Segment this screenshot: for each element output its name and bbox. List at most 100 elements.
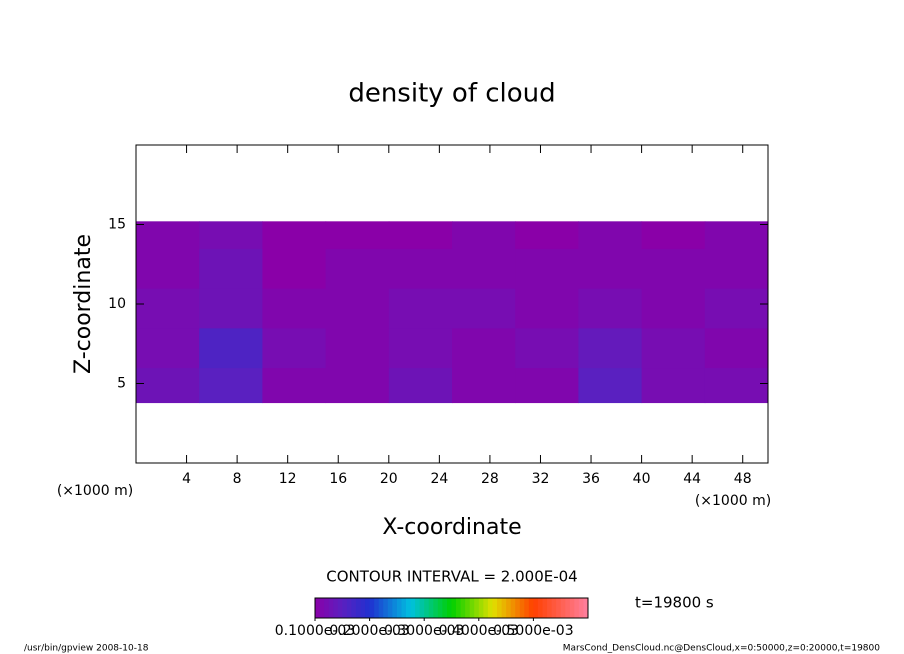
colorbar-swatch — [542, 598, 548, 618]
colorbar-swatch — [410, 598, 416, 618]
contour-cell — [452, 327, 516, 369]
colorbar-swatch — [506, 598, 512, 618]
colorbar-swatch — [551, 598, 557, 618]
contour-cell — [325, 288, 390, 329]
contour-cell — [262, 367, 327, 404]
colorbar-swatch — [328, 598, 334, 618]
colorbar-swatch — [337, 598, 343, 618]
contour-cell — [136, 248, 200, 289]
x-axis-label: X-coordinate — [382, 515, 521, 540]
colorbar-swatch — [533, 598, 539, 618]
colorbar-swatch — [528, 598, 534, 618]
y-unit: (×1000 m) — [57, 483, 133, 499]
colorbar-swatch — [437, 598, 443, 618]
colorbar-swatch — [383, 598, 389, 618]
colorbar-swatch — [565, 598, 571, 618]
colorbar-swatch — [515, 598, 521, 618]
contour-cell — [704, 221, 769, 249]
contour-cell — [704, 367, 769, 404]
colorbar-swatch — [569, 598, 575, 618]
contour-cell — [515, 221, 579, 249]
x-tick-label: 32 — [532, 471, 550, 487]
x-tick-label: 4 — [182, 471, 191, 487]
colorbar-swatch — [560, 598, 566, 618]
contour-cell — [704, 327, 769, 369]
colorbar-swatch — [392, 598, 398, 618]
contour-cell — [578, 327, 643, 369]
contour-cell — [452, 248, 516, 289]
x-tick-label: 48 — [734, 471, 752, 487]
x-tick-label: 36 — [582, 471, 600, 487]
x-tick-label: 20 — [380, 471, 398, 487]
contour-cell — [452, 221, 516, 249]
colorbar-swatch — [501, 598, 507, 618]
colorbar-swatch — [583, 598, 589, 618]
contour-cell — [199, 288, 263, 329]
contour-cell — [515, 327, 579, 369]
colorbar-swatch — [396, 598, 402, 618]
contour-cell — [388, 221, 453, 249]
x-tick-label: 8 — [233, 471, 242, 487]
colorbar-swatch — [315, 598, 321, 618]
contour-cell — [641, 221, 706, 249]
contour-cell — [325, 248, 390, 289]
colorbar-swatch — [401, 598, 407, 618]
y-tick-label: 15 — [108, 217, 126, 233]
colorbar-tick-label: 0.4000e-03 — [439, 623, 519, 639]
colorbar-swatch — [406, 598, 412, 618]
colorbar-swatch — [497, 598, 503, 618]
colorbar-swatch — [333, 598, 339, 618]
contour-cell — [262, 288, 327, 329]
y-axis-label: Z-coordinate — [71, 234, 96, 374]
contour-cell — [578, 248, 643, 289]
colorbar-swatch — [433, 598, 439, 618]
contour-cell — [452, 288, 516, 329]
colorbar-swatch — [474, 598, 480, 618]
colorbar-swatch — [483, 598, 489, 618]
contour-cell — [199, 248, 263, 289]
x-tick-label: 24 — [430, 471, 448, 487]
contour-cell — [388, 248, 453, 289]
x-tick-label: 40 — [633, 471, 651, 487]
x-unit: (×1000 m) — [695, 493, 771, 509]
contour-cell — [199, 367, 263, 404]
colorbar-swatch — [365, 598, 371, 618]
colorbar-swatch — [355, 598, 361, 618]
contour-cell — [641, 288, 706, 329]
colorbar-swatch — [419, 598, 425, 618]
contour-cell — [515, 248, 579, 289]
contour-cell — [641, 367, 706, 404]
colorbar-swatch — [469, 598, 475, 618]
contour-cell — [262, 327, 327, 369]
colorbar-tick-label: 0.2000e-03 — [329, 623, 409, 639]
colorbar-swatch — [360, 598, 366, 618]
colorbar-swatch — [369, 598, 375, 618]
chart-title: density of cloud — [348, 79, 555, 109]
colorbar-swatch — [492, 598, 498, 618]
colorbar-swatch — [378, 598, 384, 618]
contour-cell — [578, 288, 643, 329]
contour-cell — [199, 327, 263, 369]
colorbar-swatch — [446, 598, 452, 618]
contour-cell — [704, 288, 769, 329]
contour-cell — [136, 288, 200, 329]
time-label: t=19800 s — [635, 594, 714, 612]
contour-cell — [262, 248, 327, 289]
contour-cell — [578, 221, 643, 249]
contour-cell — [452, 367, 516, 404]
contour-cell — [199, 221, 263, 249]
contour-cell — [136, 327, 200, 369]
contour-cell — [136, 221, 200, 249]
colorbar-swatch — [519, 598, 525, 618]
colorbar-swatch — [537, 598, 543, 618]
contour-interval: CONTOUR INTERVAL = 2.000E-04 — [326, 568, 577, 586]
colorbar-swatch — [415, 598, 421, 618]
colorbar-swatch — [351, 598, 357, 618]
colorbar-swatch — [578, 598, 584, 618]
contour-cell — [578, 367, 643, 404]
colorbar-frame — [314, 597, 589, 619]
colorbar-swatch — [465, 598, 471, 618]
colorbar-swatch — [428, 598, 434, 618]
colorbar-swatch — [556, 598, 562, 618]
